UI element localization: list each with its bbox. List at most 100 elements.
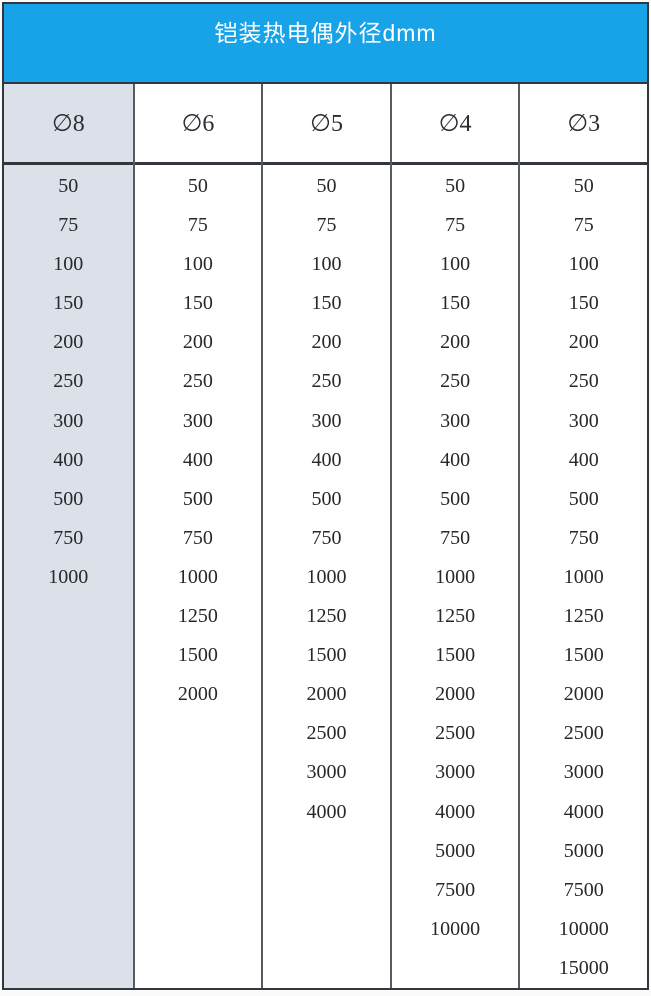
length-value: 250 xyxy=(568,370,599,393)
length-value: 250 xyxy=(311,370,342,393)
length-value: 1500 xyxy=(563,644,604,667)
column-values: 50 75 100 150 200 250 300 400 500 750 1000 1250 1500… xyxy=(520,165,647,988)
length-value: 50 xyxy=(445,175,466,197)
column-header: ∅5 xyxy=(263,84,390,165)
length-value: 4000 xyxy=(435,800,476,823)
diameter-column-5: ∅3 50 75 100 150 200 250 300 400 500 750 1000 1250 15… xyxy=(518,84,647,988)
length-value: 100 xyxy=(182,253,213,276)
length-value: 500 xyxy=(568,487,599,510)
length-value: 75 xyxy=(187,214,208,237)
length-value: 10000 xyxy=(558,917,609,940)
length-value: 10000 xyxy=(430,917,481,940)
length-value: 150 xyxy=(440,292,471,315)
length-value: 1250 xyxy=(177,605,218,628)
column-header: ∅8 xyxy=(4,84,133,165)
length-value: 300 xyxy=(182,409,213,432)
diameter-column-1: ∅8 50 75 100 150 200 250 300 400 500 750 1000 xyxy=(4,84,133,988)
column-values: 50 75 100 150 200 250 300 400 500 750 1000 1250 1500… xyxy=(263,165,390,988)
length-value: 5000 xyxy=(563,839,604,862)
column-values: 50 75 100 150 200 250 300 400 500 750 1000 xyxy=(4,165,133,988)
length-value: 1500 xyxy=(177,644,218,667)
length-value: 300 xyxy=(53,409,84,432)
length-value: 1250 xyxy=(563,605,604,628)
length-value: 200 xyxy=(311,331,342,354)
table-title: 铠装热电偶外径dmm xyxy=(4,4,647,84)
length-value: 400 xyxy=(440,448,471,471)
length-value: 400 xyxy=(311,448,342,471)
length-value: 7500 xyxy=(435,878,476,901)
length-value: 50 xyxy=(58,175,79,197)
diameter-column-2: ∅6 50 75 100 150 200 250 300 400 500 750 1000 1250 15… xyxy=(132,84,262,988)
length-value: 15000 xyxy=(558,956,609,979)
length-value: 75 xyxy=(573,214,594,237)
length-value: 300 xyxy=(311,409,342,432)
length-value: 100 xyxy=(568,253,599,276)
length-value: 150 xyxy=(182,292,213,315)
length-value: 1250 xyxy=(306,605,347,628)
length-value: 4000 xyxy=(306,800,347,823)
length-value: 500 xyxy=(53,487,84,510)
columns-grid: ∅8 50 75 100 150 200 250 300 400 500 750 1000 ∅6 50 75… xyxy=(4,84,647,988)
length-value: 100 xyxy=(311,253,342,276)
length-value: 750 xyxy=(440,526,471,549)
length-value: 200 xyxy=(568,331,599,354)
length-value: 150 xyxy=(311,292,342,315)
length-value: 400 xyxy=(53,448,84,471)
column-header: ∅4 xyxy=(391,84,519,165)
length-value: 2000 xyxy=(177,683,218,706)
column-values: 50 75 100 150 200 250 300 400 500 750 1000 1250 1500… xyxy=(392,165,519,988)
column-header: ∅6 xyxy=(134,84,262,165)
length-value: 300 xyxy=(568,409,599,432)
length-value: 500 xyxy=(182,487,213,510)
length-value: 400 xyxy=(182,448,213,471)
length-value: 500 xyxy=(311,487,342,510)
length-value: 200 xyxy=(182,331,213,354)
length-value: 2500 xyxy=(435,722,476,745)
length-value: 1500 xyxy=(306,644,347,667)
length-value: 75 xyxy=(445,214,466,237)
length-value: 3000 xyxy=(563,761,604,784)
length-value: 150 xyxy=(568,292,599,315)
length-value: 5000 xyxy=(435,839,476,862)
length-value: 750 xyxy=(311,526,342,549)
length-value: 50 xyxy=(573,175,594,197)
length-value: 1000 xyxy=(306,565,347,588)
length-value: 150 xyxy=(53,292,84,315)
length-value: 1000 xyxy=(563,565,604,588)
length-value: 100 xyxy=(440,253,471,276)
length-value: 1000 xyxy=(177,565,218,588)
length-value: 7500 xyxy=(563,878,604,901)
length-value: 2000 xyxy=(563,683,604,706)
length-value: 2000 xyxy=(435,683,476,706)
length-value: 750 xyxy=(182,526,213,549)
length-value: 1250 xyxy=(435,605,476,628)
column-header: ∅3 xyxy=(520,84,647,165)
length-value: 2500 xyxy=(306,722,347,745)
length-value: 200 xyxy=(53,331,84,354)
column-values: 50 75 100 150 200 250 300 400 500 750 1000 1250 1500… xyxy=(135,165,262,988)
length-value: 500 xyxy=(440,487,471,510)
diameter-column-4: ∅4 50 75 100 150 200 250 300 400 500 750 1000 1250 15… xyxy=(389,84,519,988)
length-value: 300 xyxy=(440,409,471,432)
length-value: 200 xyxy=(440,331,471,354)
diameter-column-3: ∅5 50 75 100 150 200 250 300 400 500 750 1000 1250 15… xyxy=(261,84,390,988)
length-value: 75 xyxy=(316,214,337,237)
length-value: 50 xyxy=(187,175,208,197)
length-value: 1500 xyxy=(435,644,476,667)
length-value: 2500 xyxy=(563,722,604,745)
length-value: 3000 xyxy=(435,761,476,784)
length-value: 400 xyxy=(568,448,599,471)
length-value: 1000 xyxy=(435,565,476,588)
length-value: 1000 xyxy=(48,565,89,588)
length-value: 4000 xyxy=(563,800,604,823)
length-value: 75 xyxy=(58,214,79,237)
length-value: 3000 xyxy=(306,761,347,784)
length-value: 100 xyxy=(53,253,84,276)
length-value: 50 xyxy=(316,175,337,197)
length-value: 2000 xyxy=(306,683,347,706)
length-value: 250 xyxy=(440,370,471,393)
length-value: 750 xyxy=(53,526,84,549)
length-value: 250 xyxy=(53,370,84,393)
